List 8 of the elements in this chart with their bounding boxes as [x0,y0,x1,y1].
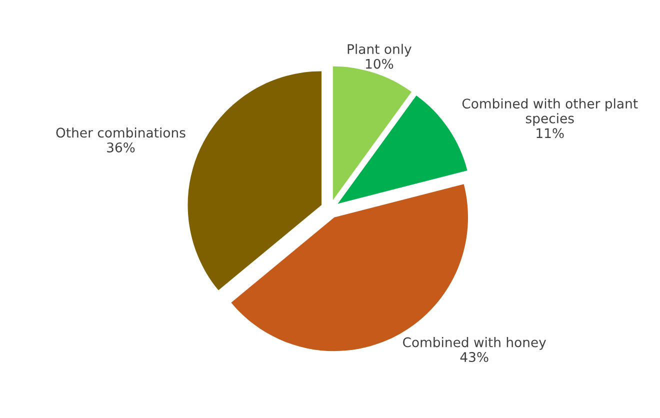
data-label: 43% [460,352,488,362]
slice-label: Other combinations [56,127,186,138]
slice-label: Combined with other plant species [462,98,638,126]
slice-label: Plant only [348,44,412,57]
data-label: 11% [536,128,564,138]
data-label: 36% [107,142,135,152]
slice-label: Combined with honey [403,337,546,350]
data-label: 10% [366,58,394,69]
